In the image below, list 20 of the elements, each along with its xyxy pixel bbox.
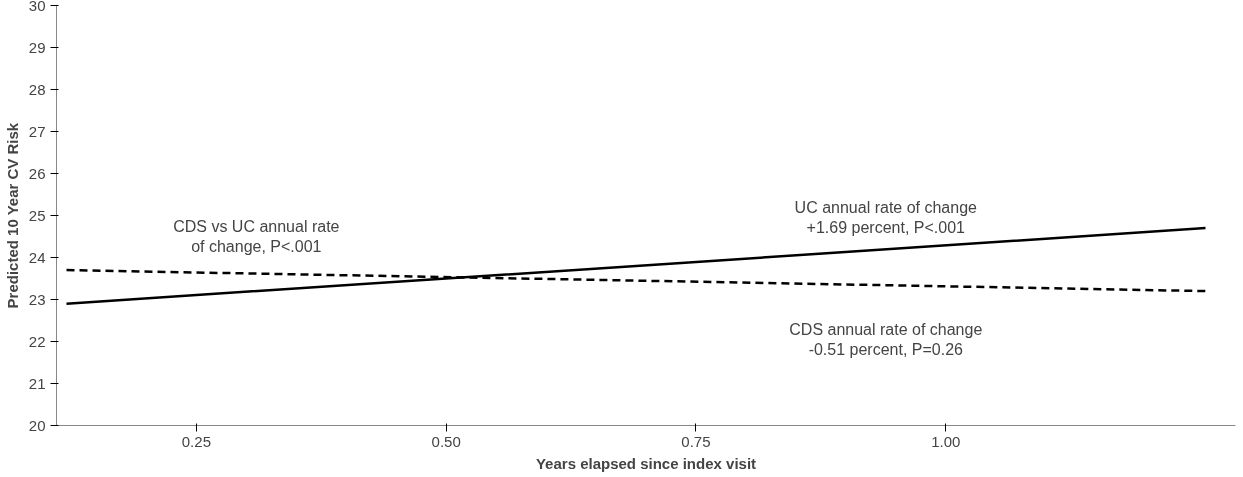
y-tick-label: 27 — [28, 122, 46, 140]
x-tick-label: 1.00 — [931, 432, 961, 450]
y-tick-label: 29 — [28, 38, 46, 56]
annotation: CDS annual rate of change -0.51 percent, P=0.26 — [789, 320, 983, 359]
y-tick-label: 28 — [28, 80, 46, 98]
y-axis-title: Predicted 10 Year CV Risk — [3, 122, 21, 309]
annotation: UC annual rate of change +1.69 percent, P<.001 — [794, 198, 978, 237]
y-tick-label: 30 — [28, 0, 46, 14]
y-tick-label: 23 — [28, 290, 46, 308]
y-tick-label: 22 — [28, 332, 46, 350]
x-tick-label: 0.75 — [681, 432, 711, 450]
y-tick-label: 21 — [28, 374, 46, 392]
y-tick-label: 25 — [28, 206, 46, 224]
y-tick-label: 20 — [28, 416, 46, 434]
x-tick-label: 0.50 — [431, 432, 461, 450]
x-axis-title: Years elapsed since index visit — [535, 454, 757, 472]
x-tick-label: 0.25 — [181, 432, 211, 450]
y-tick-label: 26 — [28, 164, 46, 182]
annotation: CDS vs UC annual rate of change, P<.001 — [173, 217, 340, 256]
y-tick-label: 24 — [28, 248, 46, 266]
